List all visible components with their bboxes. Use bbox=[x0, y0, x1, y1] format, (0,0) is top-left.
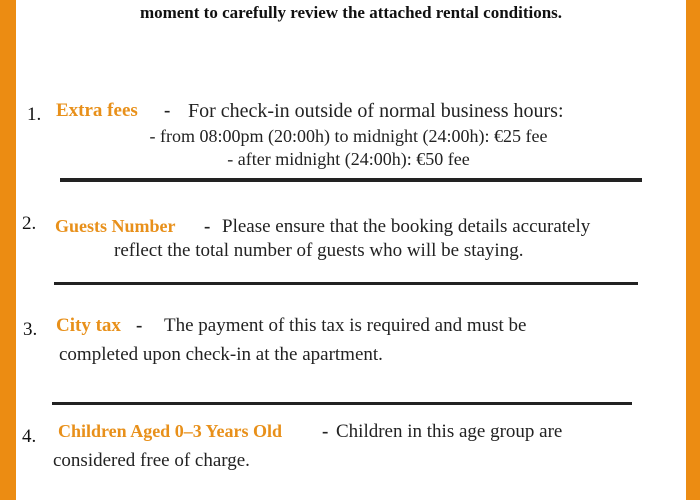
divider bbox=[60, 178, 642, 182]
item-3-separator: - bbox=[136, 315, 143, 336]
item-2-text: Please ensure that the booking details a… bbox=[222, 216, 591, 237]
item-3-line-1: completed upon check-in at the apartment… bbox=[59, 344, 383, 365]
item-4-heading: Children Aged 0–3 Years Old bbox=[58, 421, 283, 441]
item-4-text: Children in this age group are bbox=[336, 421, 563, 442]
item-1-line-1: - from 08:00pm (20:00h) to midnight (24:… bbox=[149, 126, 548, 146]
document-page: moment to carefully review the attached … bbox=[16, 0, 686, 500]
item-3-heading: City tax bbox=[56, 315, 121, 336]
item-3-text: The payment of this tax is required and … bbox=[164, 315, 527, 336]
item-1-line-2: - after midnight (24:00h): €50 fee bbox=[227, 149, 470, 169]
divider bbox=[52, 402, 632, 405]
item-1-separator: - bbox=[164, 100, 171, 121]
item-3-number: 3. bbox=[23, 319, 38, 340]
item-1-number: 1. bbox=[27, 104, 42, 125]
intro-text: moment to carefully review the attached … bbox=[139, 3, 563, 22]
item-2-number: 2. bbox=[22, 213, 37, 234]
item-1-text: For check-in outside of normal business … bbox=[188, 100, 564, 122]
item-1-heading: Extra fees bbox=[56, 100, 138, 121]
item-4-number: 4. bbox=[22, 426, 37, 447]
item-4-separator: - bbox=[322, 421, 329, 442]
item-2-line-1: reflect the total number of guests who w… bbox=[114, 240, 524, 261]
item-4-line-1: considered free of charge. bbox=[53, 450, 250, 471]
item-2-heading: Guests Number bbox=[55, 216, 176, 236]
item-2-separator: - bbox=[204, 216, 211, 237]
divider bbox=[54, 282, 638, 285]
